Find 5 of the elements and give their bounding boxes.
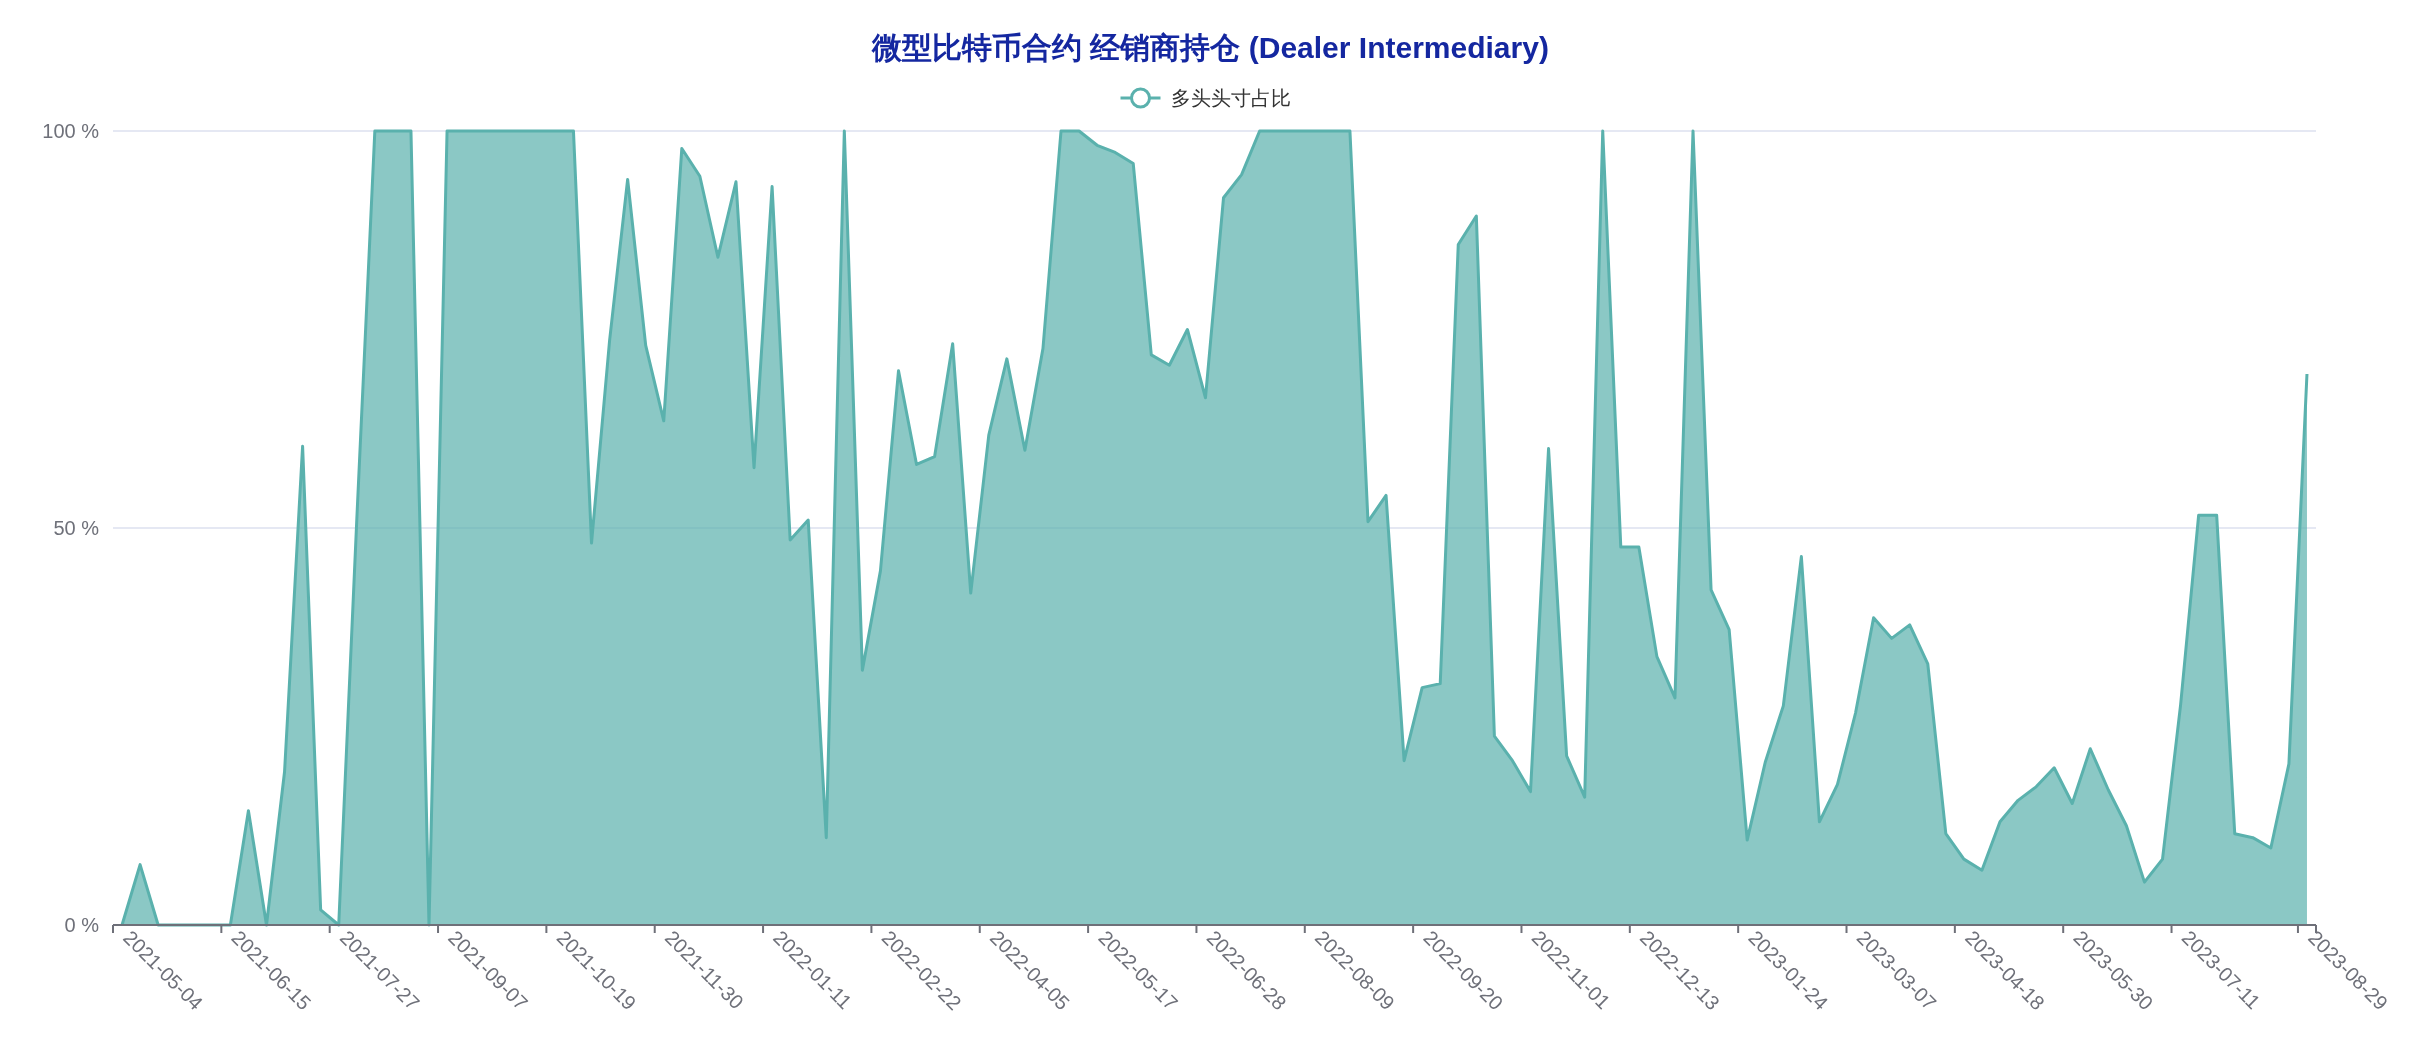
y-tick-label: 50 % (53, 517, 100, 539)
chart-title: 微型比特币合约 经销商持仓 (Dealer Intermediary) (871, 31, 1549, 64)
y-tick-label: 100 % (42, 120, 100, 142)
legend-label: 多头头寸占比 (1170, 87, 1291, 109)
y-tick-label: 0 % (64, 914, 100, 936)
